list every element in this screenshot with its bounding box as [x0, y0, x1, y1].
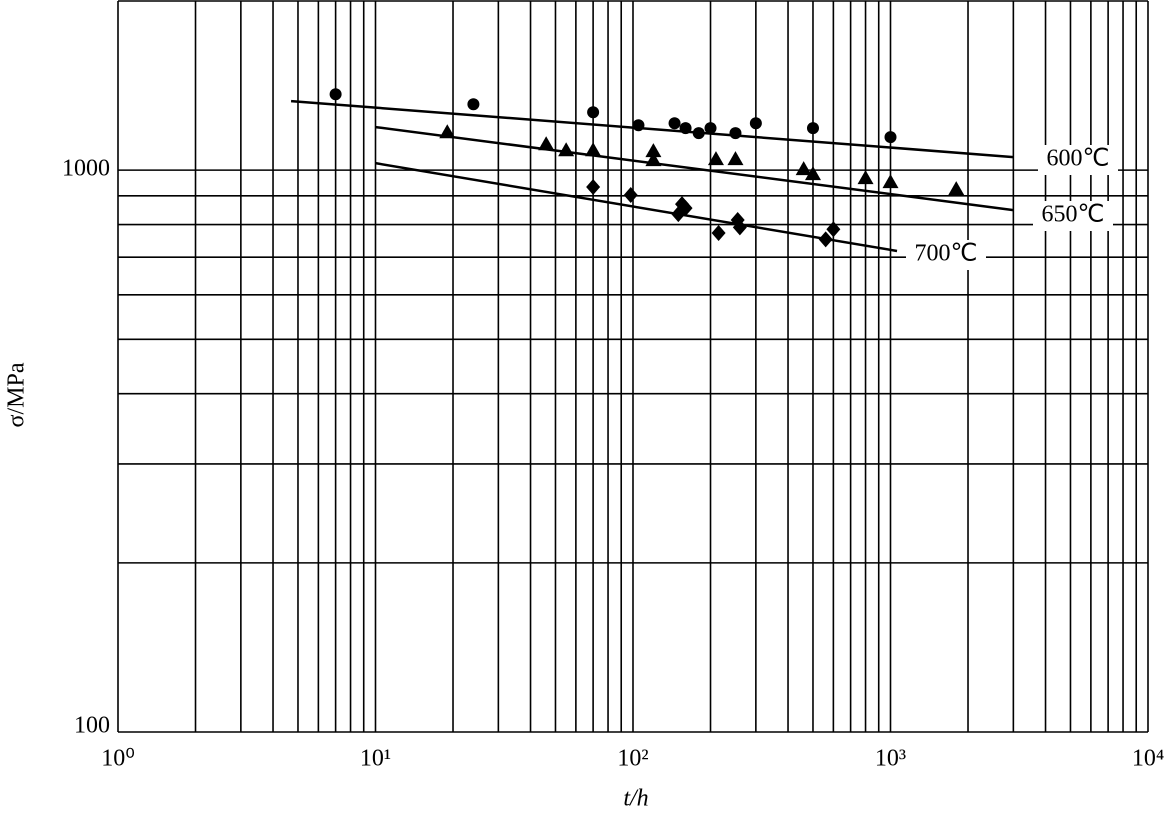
data-point [704, 122, 717, 135]
data-point [729, 127, 742, 140]
y-axis-title: σ/MPa [4, 362, 30, 427]
data-point [439, 124, 456, 139]
data-point [857, 170, 874, 185]
series-label: 700℃ [915, 241, 978, 267]
x-tick-label: 10⁰ [101, 746, 135, 772]
y-tick-label: 100 [74, 713, 110, 739]
data-point [826, 221, 841, 238]
series-label-bg [1038, 145, 1118, 175]
data-point [329, 88, 342, 101]
data-point [645, 152, 662, 167]
fit-line [290, 99, 1014, 159]
data-point [668, 117, 681, 130]
series-label: 650℃ [1042, 202, 1105, 228]
series-label: 600℃ [1047, 146, 1110, 172]
data-point [586, 179, 601, 196]
y-tick-label: 1000 [62, 156, 110, 182]
data-point [806, 122, 819, 135]
data-point [692, 127, 705, 140]
data-point [711, 224, 726, 241]
data-point [679, 122, 692, 135]
data-point [727, 151, 744, 166]
data-point [632, 119, 645, 132]
data-point [707, 151, 724, 166]
data-point [645, 143, 662, 158]
data-point [884, 131, 897, 144]
data-point [623, 187, 638, 204]
data-point [678, 200, 693, 217]
data-point [538, 136, 555, 151]
data-point [749, 117, 762, 130]
data-point [804, 166, 821, 181]
x-axis-title: t/h [623, 786, 648, 812]
data-point [732, 219, 747, 236]
data-point [882, 174, 899, 189]
data-point [818, 231, 833, 248]
data-point [585, 142, 602, 157]
series-label-bg [906, 240, 986, 270]
x-tick-label: 10² [617, 746, 648, 772]
data-point [587, 106, 600, 119]
x-tick-label: 10¹ [360, 746, 391, 772]
x-tick-label: 10⁴ [1132, 746, 1164, 772]
data-point [948, 181, 965, 196]
data-point [558, 142, 575, 157]
fit-line [375, 125, 1014, 212]
data-point [467, 98, 480, 111]
fit-line [375, 161, 898, 253]
data-point [795, 161, 812, 176]
x-tick-label: 10³ [875, 746, 906, 772]
series-label-bg [1033, 201, 1113, 231]
